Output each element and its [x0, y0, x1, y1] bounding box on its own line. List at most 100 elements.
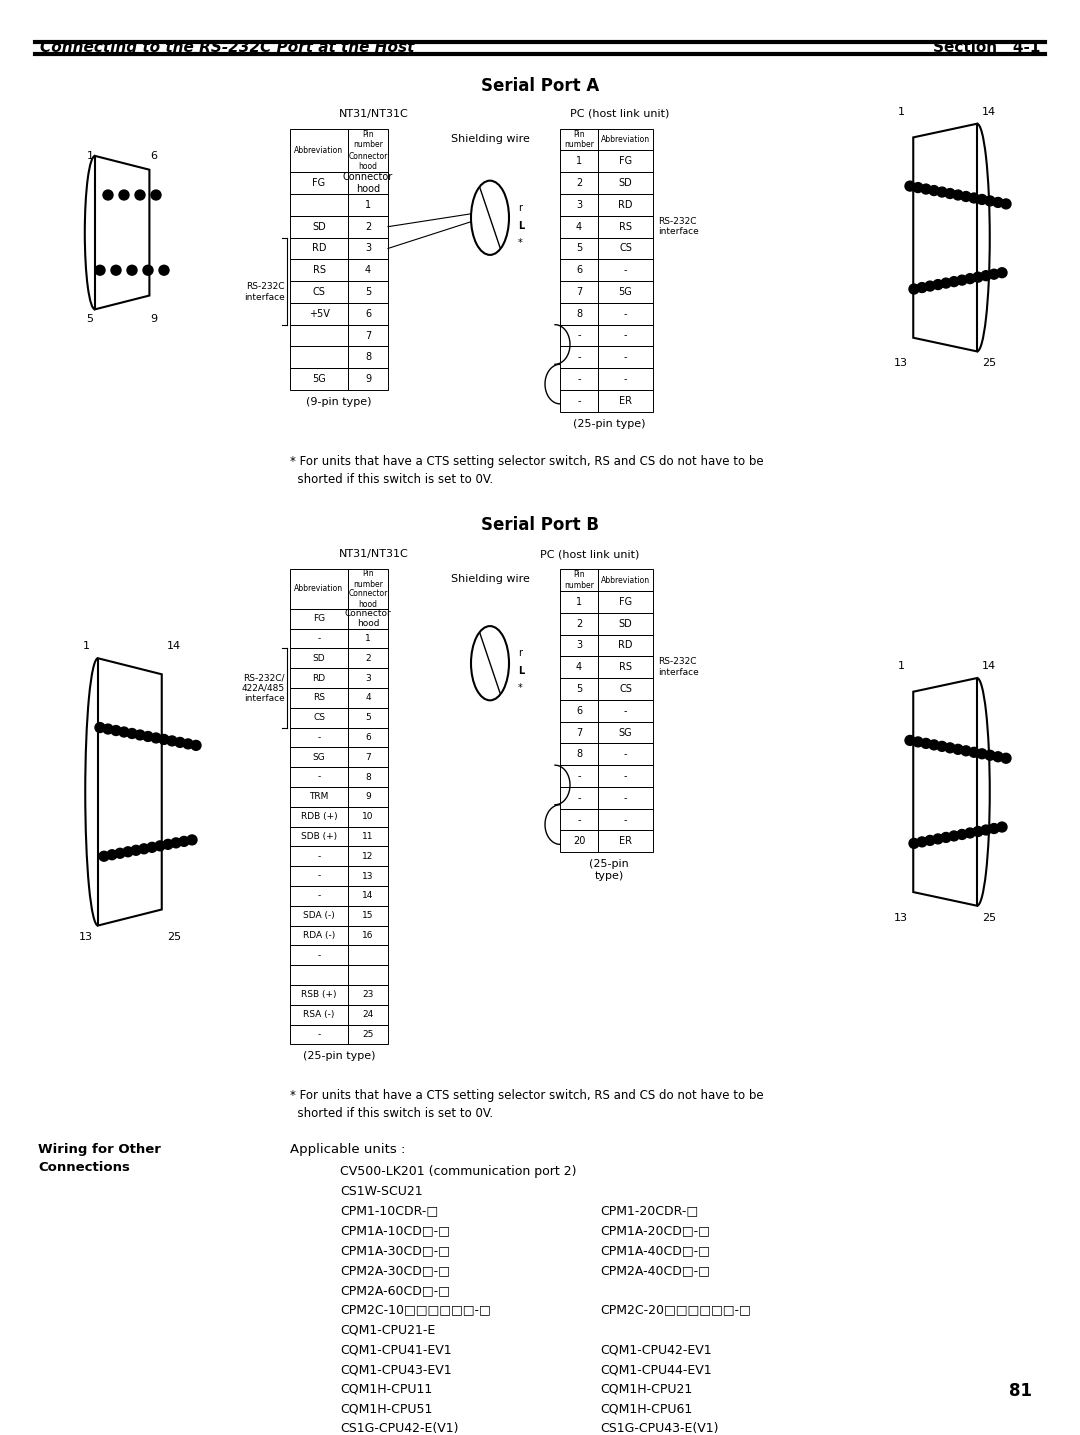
Text: CPM2C-10□□□□□□-□: CPM2C-10□□□□□□-□	[340, 1303, 490, 1317]
Text: shorted if this switch is set to 0V.: shorted if this switch is set to 0V.	[291, 1106, 494, 1119]
Text: -: -	[577, 792, 581, 802]
Bar	[291, 172, 348, 194]
Text: -: -	[624, 309, 627, 319]
Bar	[291, 946, 348, 966]
Text: -: -	[624, 375, 627, 385]
Text: 14: 14	[166, 641, 180, 651]
Text: Pin
number: Pin number	[564, 131, 594, 149]
Bar	[291, 346, 348, 369]
Text: FG: FG	[312, 178, 325, 188]
Text: 4: 4	[576, 221, 582, 231]
Circle shape	[969, 748, 978, 758]
Bar	[291, 281, 348, 303]
Text: -: -	[577, 771, 581, 781]
Circle shape	[183, 739, 193, 749]
Text: CQM1-CPU43-EV1: CQM1-CPU43-EV1	[340, 1363, 451, 1376]
Text: 2: 2	[365, 221, 372, 231]
Text: 25: 25	[166, 933, 180, 943]
Bar	[291, 748, 348, 768]
Bar	[561, 743, 598, 765]
Text: FG: FG	[313, 614, 325, 623]
Polygon shape	[98, 659, 162, 926]
Bar	[348, 687, 388, 707]
Circle shape	[966, 274, 975, 284]
Circle shape	[1001, 753, 1011, 763]
Text: 1: 1	[86, 152, 94, 161]
Bar	[348, 1004, 388, 1025]
Text: 3: 3	[576, 640, 582, 650]
Bar	[291, 303, 348, 324]
Text: RDA (-): RDA (-)	[302, 931, 335, 940]
Text: Connector
hood: Connector hood	[349, 152, 388, 171]
Text: RD: RD	[618, 199, 633, 210]
Circle shape	[989, 270, 999, 280]
Text: RSA (-): RSA (-)	[303, 1010, 335, 1019]
Circle shape	[905, 736, 915, 745]
Circle shape	[941, 278, 951, 288]
Text: CQM1-CPU41-EV1: CQM1-CPU41-EV1	[340, 1343, 451, 1356]
Text: NT31/NT31C: NT31/NT31C	[339, 550, 408, 560]
Text: 5G: 5G	[312, 375, 326, 385]
Text: RDB (+): RDB (+)	[300, 812, 337, 821]
Bar	[348, 215, 388, 238]
Bar	[561, 260, 598, 281]
Bar	[291, 260, 348, 281]
Text: 1: 1	[897, 662, 905, 672]
Circle shape	[191, 740, 201, 751]
Text: -: -	[577, 396, 581, 406]
Text: 13: 13	[894, 359, 908, 369]
Text: CPM1A-30CD□-□: CPM1A-30CD□-□	[340, 1244, 450, 1257]
Text: 6: 6	[576, 706, 582, 716]
Circle shape	[977, 195, 987, 204]
Text: Shielding wire: Shielding wire	[450, 133, 529, 144]
Circle shape	[151, 733, 161, 743]
Bar	[598, 809, 653, 831]
Bar	[348, 172, 388, 194]
Polygon shape	[914, 123, 977, 352]
Circle shape	[993, 752, 1003, 762]
Bar	[598, 151, 653, 172]
Text: r: r	[518, 649, 522, 659]
Text: CPM1A-20CD□-□: CPM1A-20CD□-□	[600, 1224, 710, 1237]
Circle shape	[135, 730, 145, 740]
Circle shape	[921, 184, 931, 194]
Text: 2: 2	[576, 618, 582, 629]
Bar	[348, 629, 388, 649]
Circle shape	[921, 739, 931, 748]
Text: 4: 4	[365, 693, 370, 702]
Bar	[291, 867, 348, 885]
Circle shape	[167, 736, 177, 746]
Circle shape	[127, 729, 137, 739]
Text: SG: SG	[619, 728, 632, 738]
Text: +5V: +5V	[309, 309, 329, 319]
Bar	[291, 806, 348, 827]
Circle shape	[119, 728, 129, 738]
Bar	[348, 946, 388, 966]
Circle shape	[163, 839, 173, 850]
Bar	[561, 346, 598, 369]
Text: CS: CS	[619, 684, 632, 695]
Text: 7: 7	[365, 753, 370, 762]
Bar	[598, 303, 653, 324]
Circle shape	[131, 845, 141, 855]
Circle shape	[917, 837, 927, 847]
Circle shape	[114, 848, 125, 858]
Text: CQM1H-CPU61: CQM1H-CPU61	[600, 1402, 692, 1416]
Text: NT31/NT31C: NT31/NT31C	[339, 109, 408, 119]
Text: CV500-LK201 (communication port 2): CV500-LK201 (communication port 2)	[340, 1165, 577, 1178]
Bar	[561, 151, 598, 172]
Bar	[598, 215, 653, 238]
Bar	[598, 679, 653, 700]
Text: Applicable units :: Applicable units :	[291, 1144, 405, 1157]
Bar	[291, 768, 348, 786]
Bar	[348, 194, 388, 215]
Text: 9: 9	[150, 314, 158, 324]
Polygon shape	[914, 679, 977, 905]
Circle shape	[905, 181, 915, 191]
Text: SDA (-): SDA (-)	[303, 911, 335, 920]
Bar	[348, 324, 388, 346]
Circle shape	[937, 187, 947, 197]
Bar	[348, 827, 388, 847]
Text: PC (host link unit): PC (host link unit)	[540, 550, 639, 560]
Text: Serial Port B: Serial Port B	[481, 515, 599, 534]
